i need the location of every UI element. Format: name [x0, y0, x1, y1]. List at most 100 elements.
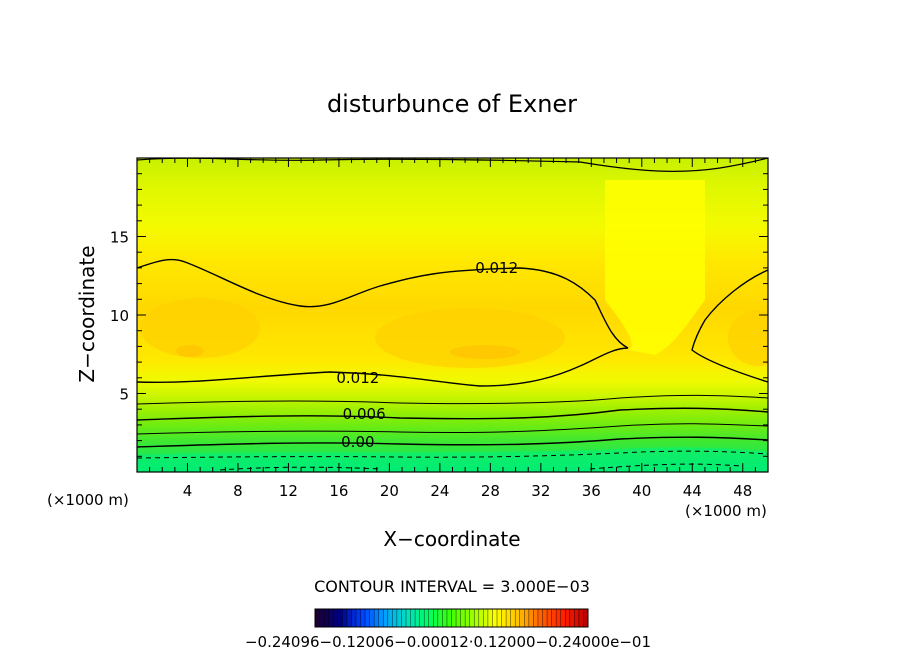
colorbar-swatch	[519, 609, 525, 627]
x-tick-label: 24	[430, 482, 449, 500]
colorbar-swatch	[492, 609, 498, 627]
contour-label: 0.00	[341, 433, 374, 451]
colorbar-swatch	[497, 609, 503, 627]
colorbar-swatch	[374, 609, 380, 627]
colorbar-swatch	[451, 609, 457, 627]
contour-fill	[137, 158, 768, 472]
yellow-column	[605, 180, 705, 355]
colorbar	[314, 608, 589, 628]
colorbar-swatch	[424, 609, 430, 627]
core-mid	[375, 308, 565, 368]
colorbar-swatch	[442, 609, 448, 627]
colorbar-swatch	[574, 609, 580, 627]
colorbar-swatch	[465, 609, 471, 627]
colorbar-swatch	[324, 609, 330, 627]
colorbar-swatch	[474, 609, 480, 627]
colorbar-swatch	[515, 609, 521, 627]
colorbar-swatch	[446, 609, 452, 627]
contour-line-006	[137, 407, 768, 421]
contour-label: 0.006	[343, 405, 386, 423]
x-axis-label: X−coordinate	[383, 527, 520, 551]
colorbar-swatch	[460, 609, 466, 627]
colorbar-swatch	[501, 609, 507, 627]
x-unit-right: (×1000 m)	[685, 502, 767, 520]
colorbar-swatch	[410, 609, 416, 627]
x-tick-label: 44	[683, 482, 702, 500]
contour-lines	[137, 158, 768, 471]
colorbar-swatch	[365, 609, 371, 627]
colorbar-swatch	[506, 609, 512, 627]
x-tick-label: 48	[733, 482, 752, 500]
colorbar-swatch	[369, 609, 375, 627]
contour-line-003	[137, 423, 768, 435]
colorbar-swatch	[583, 609, 589, 627]
colorbar-label: −0.24096−0.12006−0.00012·0.12000−0.24000…	[245, 633, 651, 651]
x-unit-left: (×1000 m)	[47, 491, 129, 509]
contour-line-012-upper	[137, 258, 629, 367]
x-tick-label: 4	[183, 482, 193, 500]
colorbar-swatch	[396, 609, 402, 627]
colorbar-swatch	[578, 609, 584, 627]
colorbar-swatch	[487, 609, 493, 627]
x-tick-label: 36	[582, 482, 601, 500]
colorbar-swatch	[569, 609, 575, 627]
y-tick-label: 10	[110, 307, 129, 325]
core-left	[140, 298, 260, 358]
contour-label-layer: 0.012 0.012 0.006 0.00	[336, 259, 518, 451]
colorbar-swatch	[319, 609, 325, 627]
colorbar-swatch	[510, 609, 516, 627]
colorbar-swatch	[406, 609, 412, 627]
colorbar-swatch	[556, 609, 562, 627]
y-tick-label: 5	[119, 386, 129, 404]
colorbar-swatch	[547, 609, 553, 627]
colorbar-swatch	[437, 609, 443, 627]
x-tick-label: 32	[531, 482, 550, 500]
dark-spot-left	[176, 345, 204, 357]
contour-label: 0.012	[336, 369, 379, 387]
colorbar-swatch	[351, 609, 357, 627]
colorbar-swatch	[524, 609, 530, 627]
colorbar-swatch	[456, 609, 462, 627]
colorbar-swatch	[533, 609, 539, 627]
colorbar-swatch	[428, 609, 434, 627]
core-right	[728, 310, 768, 366]
colorbar-swatch	[483, 609, 489, 627]
colorbar-swatch	[392, 609, 398, 627]
colorbar-swatch	[415, 609, 421, 627]
contour-line-009	[137, 394, 768, 405]
colorbar-swatch	[378, 609, 384, 627]
colorbar-swatch	[328, 609, 334, 627]
contour-line-000	[137, 436, 768, 448]
contour-line-top	[137, 158, 768, 172]
y-axis-label: Z−coordinate	[75, 245, 99, 382]
colorbar-swatch	[469, 609, 475, 627]
colorbar-swatch	[560, 609, 566, 627]
colorbar-swatch	[346, 609, 352, 627]
colorbar-swatch	[419, 609, 425, 627]
colorbar-swatch	[387, 609, 393, 627]
colorbar-swatch	[565, 609, 571, 627]
x-tick-label: 8	[233, 482, 243, 500]
contour-line-neg-2	[219, 463, 741, 471]
colorbar-swatch	[333, 609, 339, 627]
colorbar-swatch	[337, 609, 343, 627]
colorbar-swatch	[383, 609, 389, 627]
colorbar-swatch	[537, 609, 543, 627]
x-tick-label: 12	[279, 482, 298, 500]
colorbar-swatch	[542, 609, 548, 627]
x-tick-label: 16	[329, 482, 348, 500]
x-tick-label: 40	[632, 482, 651, 500]
contour-line-012-lower	[137, 365, 581, 387]
colorbar-swatch	[528, 609, 534, 627]
chart-title: disturbunce of Exner	[327, 90, 577, 118]
colorbar-swatch	[360, 609, 366, 627]
contour-line-012-right	[691, 269, 768, 383]
colorbar-swatch	[401, 609, 407, 627]
x-tick-label: 28	[481, 482, 500, 500]
x-tick-label: 20	[380, 482, 399, 500]
contour-line-neg-1	[137, 450, 768, 459]
colorbar-frame	[314, 608, 589, 628]
contour-label: 0.012	[475, 259, 518, 277]
